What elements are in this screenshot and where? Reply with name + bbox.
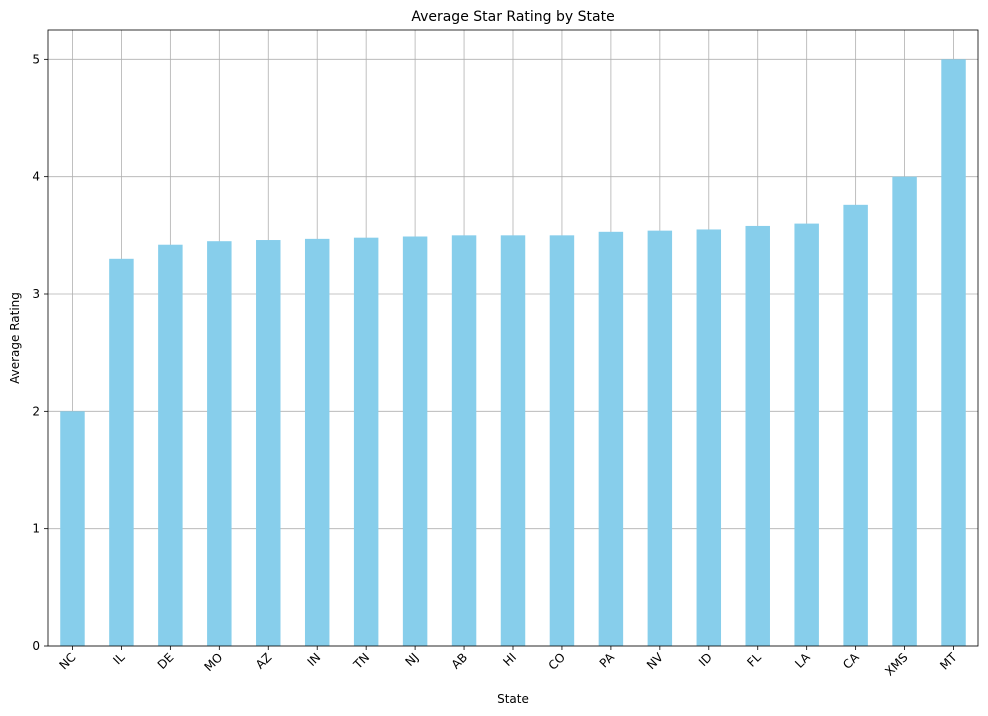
bar (598, 231, 624, 646)
x-tick-label: FL (744, 650, 764, 670)
bar (60, 411, 85, 646)
x-tick-label: PA (597, 650, 618, 671)
x-tick-label: IN (305, 650, 324, 669)
bars-layer (60, 59, 966, 647)
bar (451, 235, 477, 647)
bar (207, 241, 232, 646)
x-tick-label: TN (350, 650, 372, 672)
x-tick-label: MT (937, 650, 960, 673)
bar (941, 59, 966, 647)
bar (353, 237, 379, 646)
x-tick-label: ID (696, 650, 715, 669)
x-tick-label: IL (110, 650, 127, 667)
chart-title: Average Star Rating by State (411, 9, 614, 25)
x-tick-label: HI (500, 650, 519, 669)
bar (549, 235, 575, 647)
bar (843, 204, 868, 646)
bar (794, 223, 819, 646)
bar (304, 238, 330, 646)
y-tick-label: 0 (32, 639, 40, 653)
y-tick-label: 3 (32, 287, 40, 301)
y-axis-label: Average Rating (8, 292, 22, 384)
bar (647, 230, 673, 646)
y-tick-label: 4 (32, 170, 40, 184)
x-tick-label: NV (644, 650, 667, 673)
x-tick-label: CO (546, 650, 569, 673)
x-axis-label: State (497, 692, 529, 706)
bar (696, 229, 722, 646)
bar (256, 240, 281, 646)
x-tick-label: DE (155, 650, 177, 672)
x-tick-label: NC (56, 650, 78, 672)
x-tick-label: LA (792, 650, 813, 671)
x-tick-label: AB (449, 650, 471, 672)
bar (892, 176, 917, 646)
y-tick-label: 5 (32, 52, 40, 66)
y-axis: 0 1 2 3 4 5 (32, 52, 48, 653)
bar (745, 225, 770, 647)
x-axis: NC IL DE MO AZ IN TN NJ AB HI CO PA NV ID FL LA CA XMS MT (56, 646, 960, 679)
x-tick-label: NJ (402, 650, 421, 669)
x-tick-label: AZ (253, 650, 275, 672)
bar (402, 236, 428, 647)
bar (109, 258, 134, 646)
x-tick-label: CA (840, 650, 862, 672)
bar (158, 244, 183, 646)
y-tick-label: 1 (32, 522, 40, 536)
x-tick-label: MO (202, 650, 226, 674)
y-tick-label: 2 (32, 404, 40, 418)
bar (500, 235, 526, 647)
x-tick-label: XMS (882, 650, 910, 678)
